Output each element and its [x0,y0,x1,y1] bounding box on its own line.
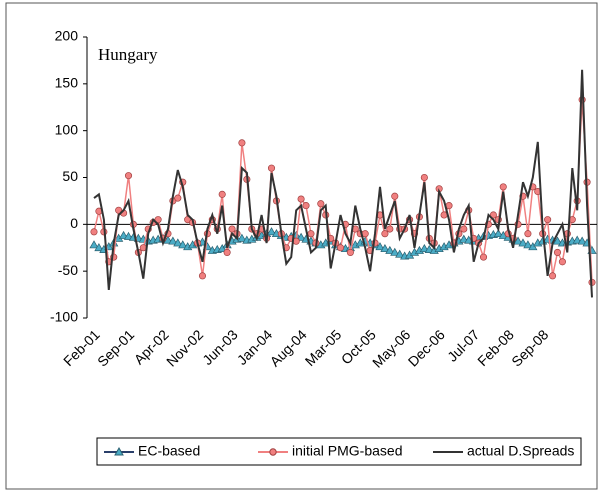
legend-marker [114,446,124,456]
marker [544,216,552,224]
marker [381,230,389,238]
y-tick-label: 0 [70,215,78,231]
marker [336,244,345,252]
marker [459,234,469,243]
marker [173,238,183,247]
marker [572,235,582,244]
marker [513,236,523,245]
marker [267,164,276,172]
marker [178,240,188,249]
marker [493,228,503,238]
marker [123,231,134,240]
marker [553,248,562,256]
y-tick-label: -100 [50,309,78,325]
marker [238,139,246,147]
series-line [93,69,593,298]
marker [237,233,247,242]
marker [424,244,434,253]
marker [296,232,306,241]
legend-box [96,437,582,466]
y-tick-label: -50 [58,262,78,278]
marker [489,211,497,219]
marker [549,272,557,280]
marker [266,227,277,236]
chart-border [5,2,598,490]
marker [577,236,587,245]
marker [198,272,207,280]
marker [89,240,99,249]
marker [386,225,394,233]
marker [317,200,325,208]
marker [302,202,310,210]
legend-marker [269,448,277,456]
marker [223,248,231,256]
marker [346,248,354,256]
marker [118,230,129,239]
legend-label: initial PMG-based [292,443,403,459]
marker [523,240,533,249]
marker [94,243,104,252]
marker [90,228,98,236]
marker [479,253,488,261]
marker [307,230,315,238]
legend-label: EC-based [138,443,200,459]
marker [124,172,133,180]
marker [228,225,236,233]
marker [499,183,507,191]
marker [524,230,532,238]
marker [385,245,395,254]
marker [395,249,405,258]
y-tick-label: 150 [55,75,79,91]
marker [391,192,399,200]
marker [375,242,385,251]
marker [420,173,428,182]
y-tick-label: 200 [55,28,79,44]
marker [552,236,563,245]
marker [168,236,178,245]
marker [218,190,226,198]
marker [174,194,182,202]
marker [297,195,305,203]
annotation: Hungary [98,45,158,64]
marker [558,258,566,266]
marker [154,216,162,224]
marker [419,243,429,253]
marker [460,225,468,233]
marker [380,243,390,253]
y-tick-label: 50 [62,168,78,184]
legend-label: actual D.Spreads [467,443,574,459]
marker [390,247,400,256]
marker [518,238,528,247]
y-tick-label: 100 [55,121,79,137]
